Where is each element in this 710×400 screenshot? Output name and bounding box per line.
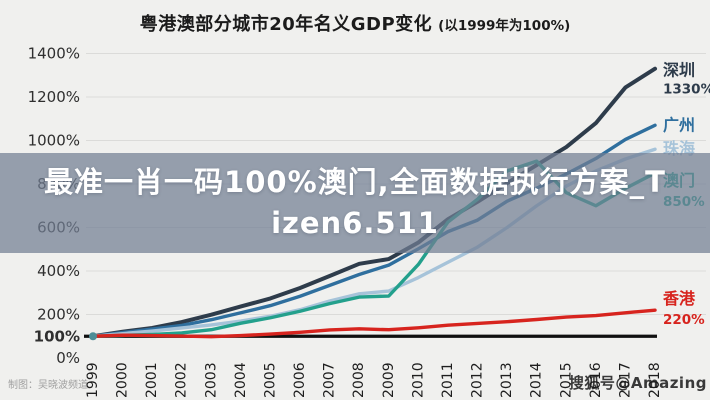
- svg-text:2011: 2011: [440, 362, 456, 398]
- svg-text:2016: 2016: [588, 362, 604, 398]
- svg-text:2015: 2015: [558, 362, 574, 398]
- svg-text:100%: 100%: [34, 327, 80, 345]
- svg-text:0%: 0%: [56, 349, 80, 367]
- svg-text:1400%: 1400%: [28, 45, 80, 63]
- start-point-marker: [89, 332, 97, 341]
- city-label-5: 香港: [662, 289, 696, 308]
- svg-text:2006: 2006: [292, 362, 308, 398]
- svg-text:2017: 2017: [617, 362, 633, 398]
- svg-text:2001: 2001: [144, 362, 160, 398]
- svg-text:2003: 2003: [203, 362, 219, 398]
- svg-text:2002: 2002: [174, 362, 190, 398]
- svg-text:400%: 400%: [37, 262, 80, 280]
- spam-overlay-banner: 最准一肖一码100%澳门,全面数据执行方案_T izen6.511: [0, 153, 710, 253]
- city-value-1: 1330%: [663, 82, 710, 98]
- city-label-2: 广州: [663, 115, 695, 134]
- city-value-5: 220%: [663, 312, 705, 328]
- svg-text:2010: 2010: [410, 362, 426, 398]
- svg-text:2009: 2009: [381, 362, 397, 398]
- sohu-watermark: 搜狐号@Amazing: [568, 374, 707, 392]
- svg-text:1000%: 1000%: [28, 132, 80, 150]
- overlay-text-line1: 最准一肖一码100%澳门,全面数据执行方案_T: [44, 165, 666, 200]
- svg-text:2008: 2008: [351, 362, 367, 398]
- chart-title-subtitle: (以1999年为100%): [438, 18, 571, 34]
- svg-text:2013: 2013: [499, 362, 515, 398]
- chart-title: 粤港澳部分城市20年名义GDP变化 (以1999年为100%): [0, 10, 710, 36]
- city-label-1: 深圳: [663, 61, 695, 80]
- x-axis-labels: 1999 2000 2001 2002 2003 2004 2005 2006 2007 2008…: [85, 362, 663, 398]
- overlay-text-line2: izen6.511: [271, 206, 439, 240]
- svg-text:2004: 2004: [233, 362, 249, 398]
- svg-text:1200%: 1200%: [28, 88, 80, 106]
- svg-text:1999: 1999: [85, 362, 101, 398]
- svg-text:2007: 2007: [322, 362, 338, 398]
- series-line-5: [91, 308, 657, 339]
- series-line-1: [91, 66, 658, 339]
- svg-text:2018: 2018: [647, 362, 663, 398]
- svg-text:2000: 2000: [115, 362, 131, 398]
- svg-text:2012: 2012: [470, 362, 486, 398]
- svg-text:2014: 2014: [529, 362, 545, 398]
- credit-watermark: 制图：吴晓波频道: [8, 380, 88, 391]
- svg-text:2005: 2005: [262, 362, 278, 398]
- svg-text:200%: 200%: [37, 306, 80, 324]
- chart-title-main: 粤港澳部分城市20年名义GDP变化: [139, 14, 433, 35]
